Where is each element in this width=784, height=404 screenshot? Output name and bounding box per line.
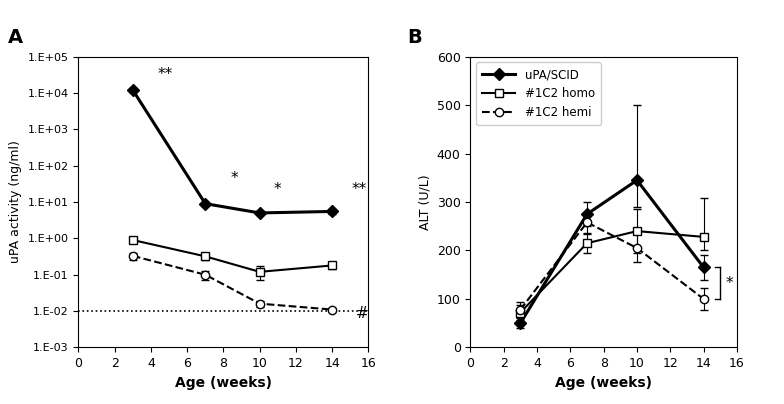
- Text: *: *: [274, 182, 281, 197]
- Text: #: #: [356, 306, 368, 321]
- Text: B: B: [408, 28, 423, 47]
- X-axis label: Age (weeks): Age (weeks): [555, 376, 652, 390]
- Y-axis label: ALT (U/L): ALT (U/L): [418, 174, 431, 230]
- Legend: uPA/SCID, #1C2 homo, #1C2 hemi: uPA/SCID, #1C2 homo, #1C2 hemi: [477, 63, 601, 125]
- Text: **: **: [158, 67, 173, 82]
- Text: *: *: [230, 171, 238, 186]
- Text: **: **: [352, 182, 367, 197]
- Y-axis label: uPA activity (ng/ml): uPA activity (ng/ml): [9, 141, 22, 263]
- X-axis label: Age (weeks): Age (weeks): [175, 376, 272, 390]
- Text: *: *: [725, 276, 733, 291]
- Text: A: A: [8, 28, 23, 47]
